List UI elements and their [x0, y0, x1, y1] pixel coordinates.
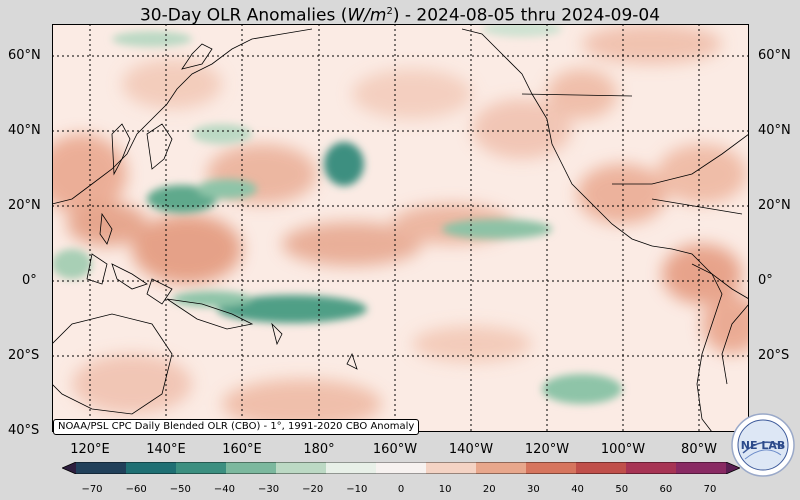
colorbar-tick-label: −30 — [258, 484, 280, 495]
colorbar-segment — [476, 462, 527, 474]
colorbar-segment — [276, 462, 327, 474]
olr-anomaly-map — [52, 24, 749, 432]
colorbar-tick-label: 20 — [482, 484, 496, 495]
coastlines — [52, 28, 749, 432]
lat-label-eq-right: 0° — [758, 273, 773, 288]
lon-label-100w: 100°W — [600, 442, 646, 457]
colorbar-segment — [326, 462, 377, 474]
colorbar-tick-label: −40 — [213, 484, 235, 495]
colorbar-tick-label: 50 — [615, 484, 629, 495]
logo-text: NE LAB — [741, 439, 785, 452]
lon-label-120e: 120°E — [70, 442, 110, 457]
lat-label-20s-right: 20°S — [758, 348, 790, 363]
colorbar-tick-label: 10 — [438, 484, 452, 495]
graticule — [52, 24, 749, 432]
colorbar-segment — [676, 462, 727, 474]
lon-label-140w: 140°W — [448, 442, 494, 457]
colorbar-tick-label: 70 — [703, 484, 717, 495]
colorbar-tick-label: −70 — [81, 484, 103, 495]
colorbar-segment — [376, 462, 427, 474]
colorbar-tick-label: −10 — [346, 484, 368, 495]
lat-label-20n-left: 20°N — [8, 198, 41, 213]
colorbar-segment — [76, 462, 127, 474]
lon-label-160w: 160°W — [372, 442, 418, 457]
colorbar-segment — [626, 462, 677, 474]
lon-label-180: 180° — [303, 442, 335, 457]
colorbar-tick-label: 40 — [571, 484, 584, 495]
colorbar-tick-label: −60 — [125, 484, 147, 495]
lat-label-20s-left: 20°S — [8, 348, 40, 363]
colorbar — [62, 462, 740, 474]
lat-label-eq-left: 0° — [22, 273, 37, 288]
colorbar-segment — [526, 462, 577, 474]
colorbar-segment — [576, 462, 627, 474]
colorbar-tick-label: 0 — [397, 484, 405, 495]
colorbar-segment — [226, 462, 277, 474]
lon-label-120w: 120°W — [524, 442, 570, 457]
colorbar-tick-label: 30 — [527, 484, 540, 495]
colorbar-tick-label: 60 — [659, 484, 673, 495]
lat-label-40s-left: 40°S — [8, 423, 40, 438]
map-title: 30-Day OLR Anomalies (W/m2) - 2024-08-05… — [139, 5, 661, 26]
colorbar-tick-label: −50 — [169, 484, 191, 495]
data-source-credit: NOAA/PSL CPC Daily Blended OLR (CBO) - 1… — [53, 419, 420, 435]
lat-label-60n-right: 60°N — [758, 48, 791, 63]
lon-label-140e: 140°E — [146, 442, 186, 457]
lon-label-160e: 160°E — [222, 442, 262, 457]
noaa-psl-logo-icon: NE LAB — [731, 413, 795, 477]
lon-label-80w: 80°W — [681, 442, 717, 457]
colorbar-segment — [176, 462, 227, 474]
lat-label-20n-right: 20°N — [758, 198, 791, 213]
colorbar-segment — [126, 462, 177, 474]
colorbar-tick-label: −20 — [302, 484, 324, 495]
lat-label-60n-left: 60°N — [8, 48, 41, 63]
colorbar-extend-max — [726, 462, 740, 474]
colorbar-extend-min — [62, 462, 76, 474]
lat-label-40n-right: 40°N — [758, 123, 791, 138]
lat-label-40n-left: 40°N — [8, 123, 41, 138]
colorbar-segment — [426, 462, 477, 474]
